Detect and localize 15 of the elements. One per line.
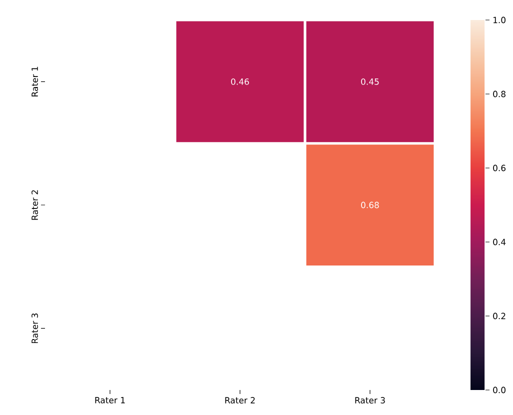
color-bar-label: 0.4: [493, 238, 506, 246]
x-tick-label: Rater 1: [95, 397, 125, 404]
y-tick-label: Rater 3: [32, 313, 38, 344]
y-tick-label: Rater 2: [32, 190, 38, 220]
x-tick-label: Rater 3: [355, 397, 385, 404]
y-tick-label: Rater 1: [32, 66, 38, 96]
color-bar-label: 0.6: [493, 164, 506, 172]
data-label: 0.46: [231, 78, 249, 85]
x-tick-label: Rater 2: [225, 397, 255, 404]
color-bar-label: 0.0: [493, 386, 506, 394]
color-bar-label: 0.8: [493, 90, 506, 98]
data-label: 0.68: [361, 202, 379, 208]
color-bar-label: 1.0: [493, 16, 506, 24]
data-label: 0.45: [361, 78, 379, 85]
color-bar-label: 0.2: [493, 312, 506, 320]
